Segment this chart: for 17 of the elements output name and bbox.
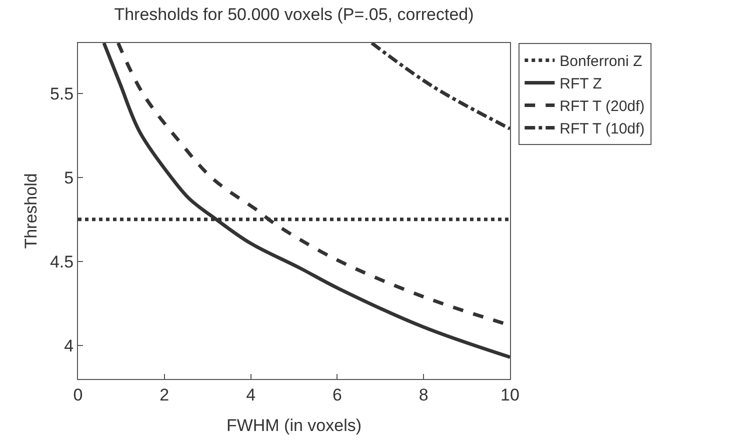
x-tick-label: 8 (418, 385, 428, 404)
x-tick-label: 2 (160, 385, 170, 404)
y-axis-title: Threshold (22, 173, 41, 249)
x-axis-title: FWHM (in voxels) (226, 416, 362, 435)
x-tick-label: 4 (246, 385, 256, 404)
y-tick-label: 5.5 (50, 84, 74, 104)
legend-label: RFT Z (560, 76, 602, 93)
x-tick-label: 10 (500, 385, 520, 404)
x-tick-label: 6 (332, 385, 342, 404)
legend-label: RFT T (10df) (560, 120, 645, 138)
legend-label: RFT T (20df) (560, 98, 645, 116)
x-tick-label: 0 (73, 385, 83, 404)
legend-label: Bonferroni Z (560, 53, 642, 70)
y-tick-label: 4.5 (50, 252, 74, 272)
y-tick-label: 4 (64, 336, 74, 356)
y-tick-label: 5 (64, 168, 74, 188)
chart-title: Thresholds for 50.000 voxels (P=.05, corrected) (114, 4, 474, 24)
